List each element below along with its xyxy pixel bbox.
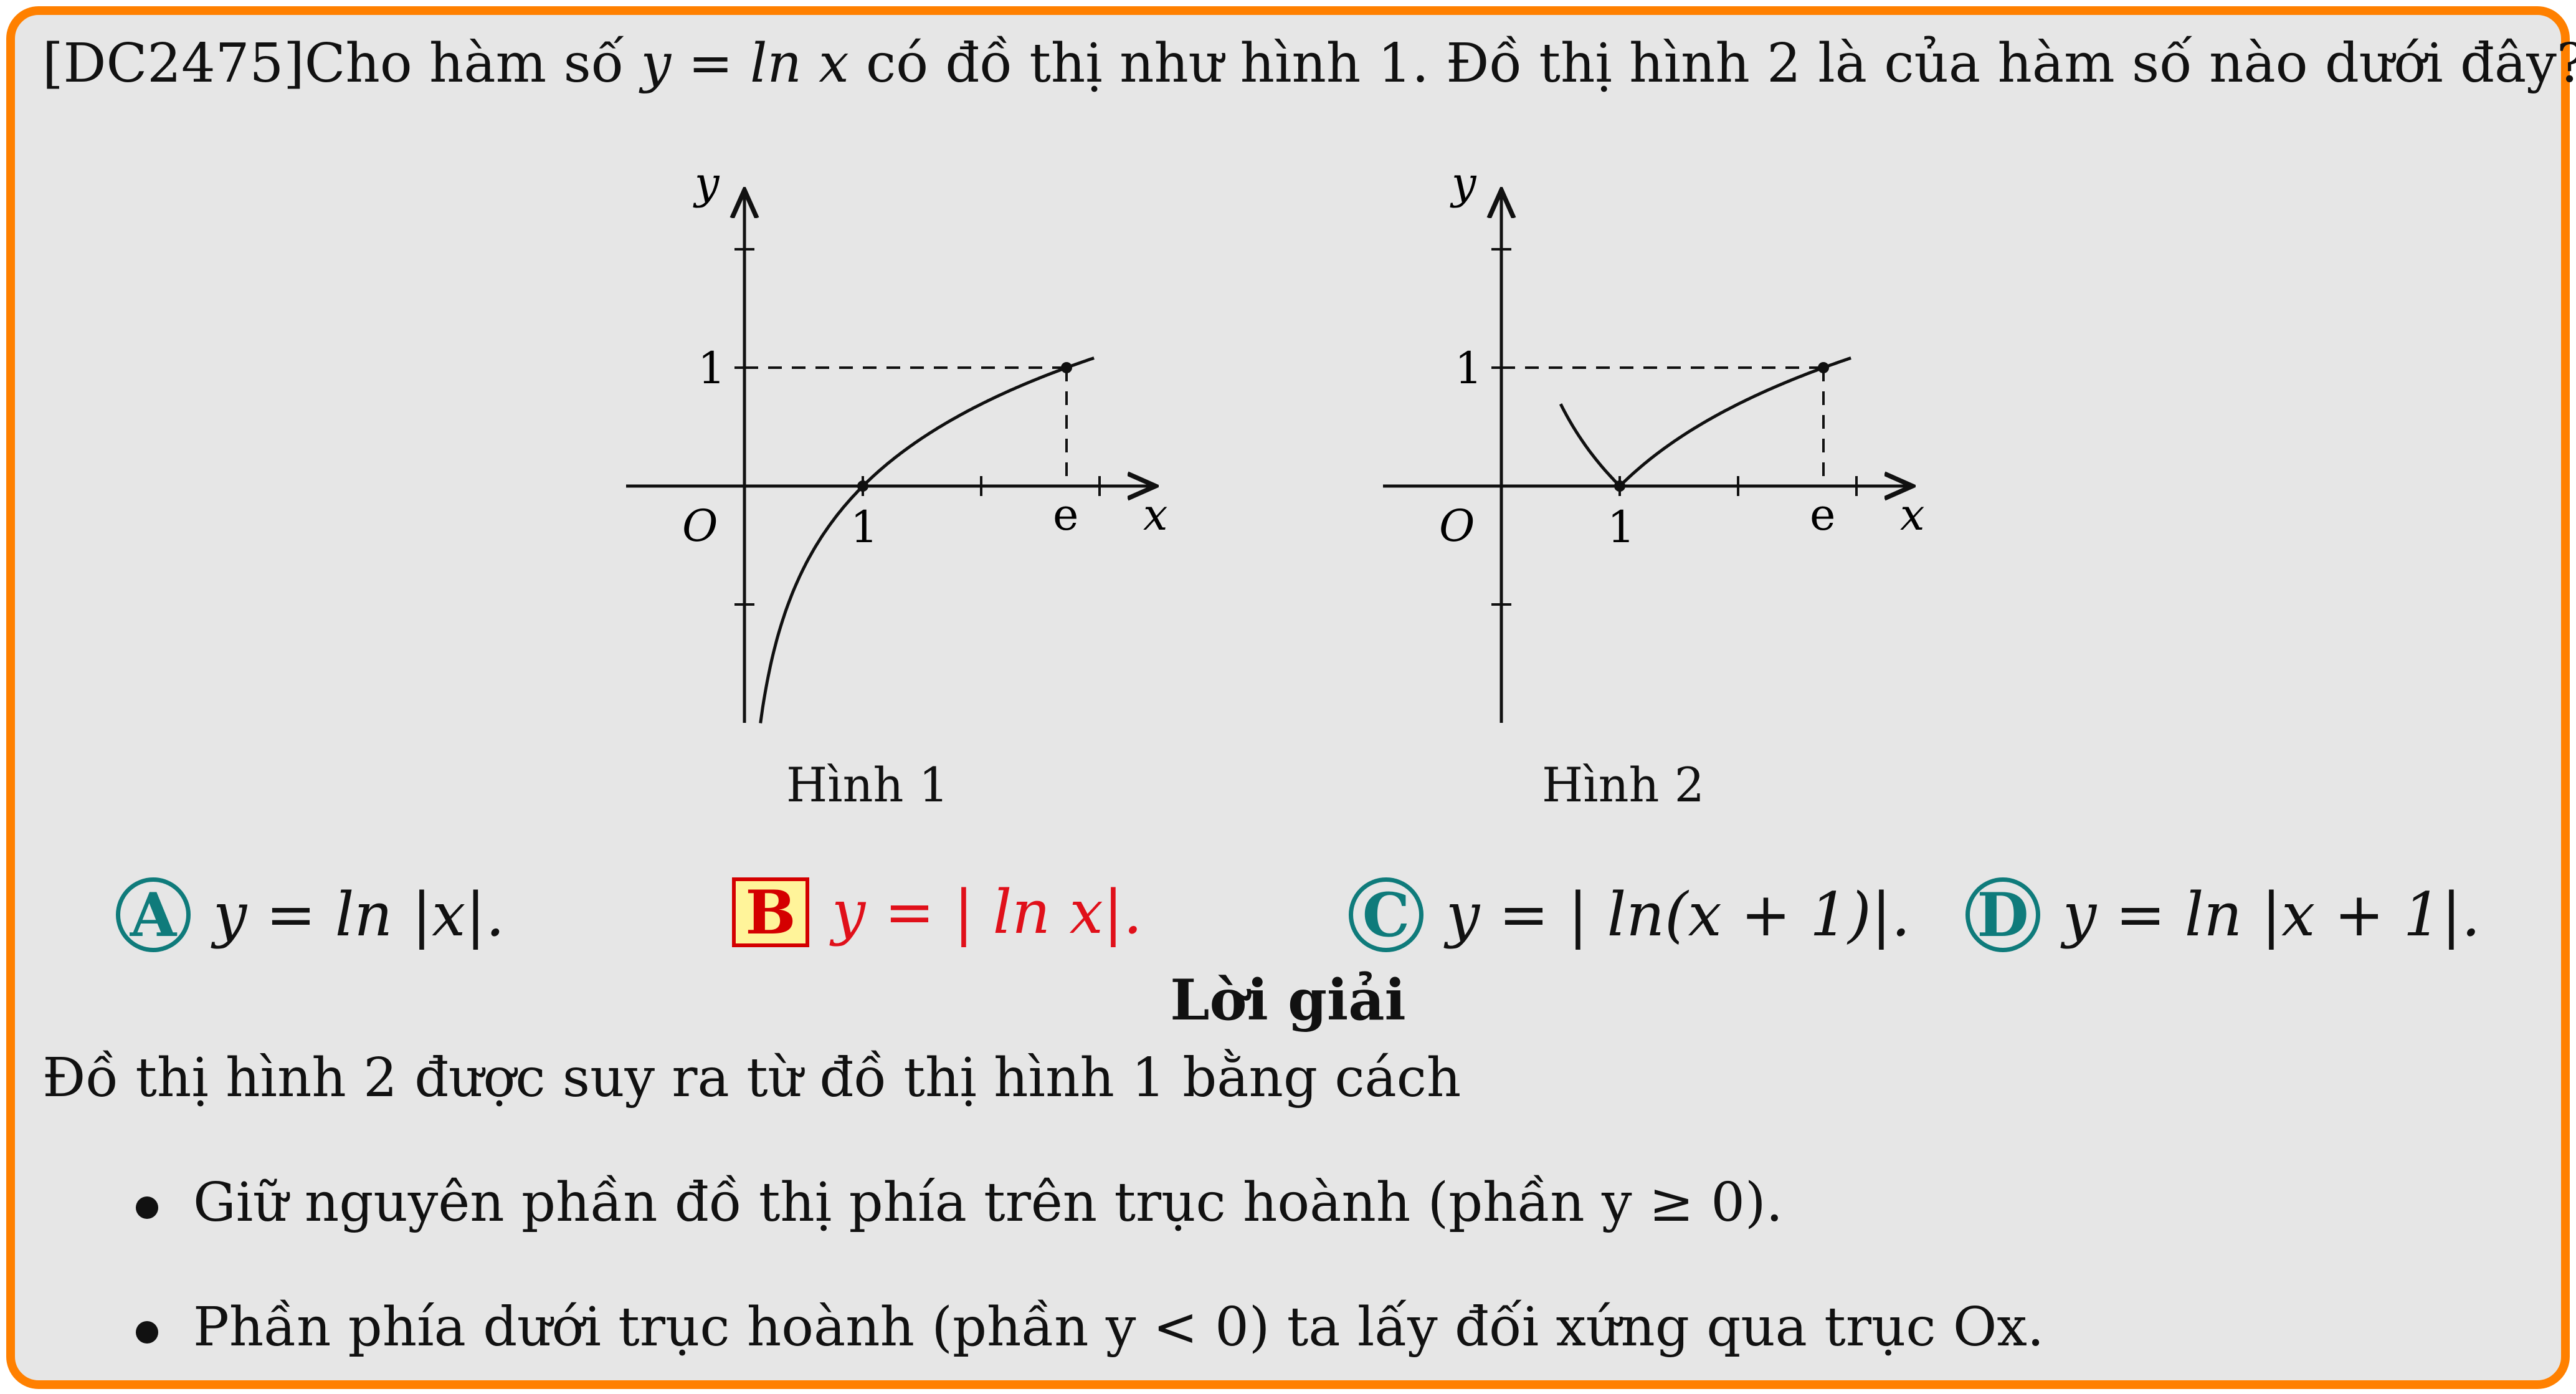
fig2-x-label: x (1900, 489, 1924, 540)
fig2-y-label: y (1450, 158, 1477, 209)
question-suffix: có đồ thị như hình 1. Đồ thị hình 2 là c… (848, 32, 2576, 95)
fig2-tick-1-x: 1 (1607, 502, 1635, 553)
fig1-tick-1-y: 1 (698, 343, 726, 394)
fig1-tick-1-x: 1 (850, 502, 878, 553)
fig1-point-e (1061, 362, 1072, 373)
figure-1-graph: y x O 1 e 1 (626, 158, 1167, 723)
fig1-y-label: y (693, 158, 720, 209)
option-c-circle: C (1349, 877, 1423, 952)
bullet-dot (136, 1321, 158, 1344)
option-a[interactable]: A y = ln |x|. (116, 877, 505, 952)
fig1-origin-label: O (682, 500, 718, 551)
option-a-text: y = ln |x|. (213, 880, 505, 950)
bullet-dot (136, 1196, 158, 1219)
fig2-curve-abs-ln-x (1559, 356, 1851, 488)
option-a-circle: A (116, 877, 191, 952)
fig1-tick-e: e (1053, 489, 1078, 540)
figure-2-graph: y x O 1 e 1 (1383, 158, 1924, 723)
option-b-box: B (732, 877, 809, 948)
solution-bullet-1: Giữ nguyên phần đồ thị phía trên trục ho… (193, 1172, 1783, 1234)
option-c-text: y = | ln(x + 1)|. (1446, 880, 1911, 950)
fig2-point-e (1818, 362, 1829, 373)
option-b[interactable]: B y = | ln x|. (732, 877, 1143, 948)
option-d-text: y = ln |x + 1|. (2063, 880, 2481, 950)
figure-2-caption: Hình 2 (1542, 757, 1704, 813)
fig2-tick-e: e (1810, 489, 1835, 540)
question-card (6, 6, 2570, 1389)
fig1-point-1 (857, 480, 868, 492)
option-b-text: y = | ln x|. (832, 877, 1143, 947)
solution-bullet-2: Phần phía dưới trục hoành (phần y < 0) t… (193, 1296, 2045, 1358)
option-d-circle: D (1965, 877, 2040, 952)
fig2-point-1 (1614, 480, 1625, 492)
option-d[interactable]: D y = ln |x + 1|. (1965, 877, 2481, 952)
fig2-origin-label: O (1439, 500, 1475, 551)
question-math: y = ln x (640, 32, 849, 95)
fig1-curve-ln-x (759, 356, 1095, 723)
figure-1-caption: Hình 1 (786, 757, 949, 813)
fig2-tick-1-y: 1 (1455, 343, 1483, 394)
option-c[interactable]: C y = | ln(x + 1)|. (1349, 877, 1911, 952)
fig1-x-label: x (1143, 489, 1167, 540)
solution-intro: Đồ thị hình 2 được suy ra từ đồ thị hình… (42, 1047, 1461, 1109)
solution-title: Lời giải (1170, 967, 1406, 1033)
question-prefix: [DC2475]Cho hàm số (42, 32, 641, 95)
question-text: [DC2475]Cho hàm số y = ln x có đồ thị nh… (42, 32, 2576, 95)
